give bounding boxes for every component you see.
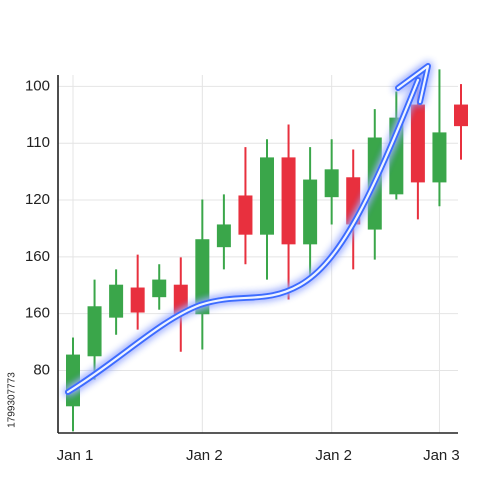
watermark-id: 1799307773 — [7, 372, 18, 428]
candle-body — [87, 306, 102, 357]
y-tick-label: 100 — [25, 77, 50, 94]
x-tick-label: Jan 2 — [315, 447, 352, 464]
y-tick-label: 80 — [33, 361, 50, 378]
candle-body — [109, 284, 124, 318]
x-tick-label: Jan 3 — [423, 447, 460, 464]
candle-body — [66, 354, 80, 407]
candle-body — [238, 195, 253, 235]
candle-body — [303, 179, 318, 245]
candle-body — [195, 239, 210, 315]
y-tick-label: 160 — [25, 305, 50, 322]
candle-body — [324, 169, 339, 198]
candle-body — [281, 157, 296, 245]
trend-arrow — [65, 63, 431, 395]
y-tick-label: 160 — [25, 248, 50, 265]
candle-body — [130, 287, 145, 313]
candle-body — [410, 104, 425, 183]
y-tick-label: 110 — [26, 134, 50, 151]
candle-body — [173, 284, 188, 315]
candle-body — [152, 279, 167, 298]
candle-body — [260, 157, 274, 235]
candle-body — [454, 104, 468, 127]
x-tick-label: Jan 1 — [57, 447, 94, 464]
candle-body — [216, 224, 231, 248]
x-tick-label: Jan 2 — [186, 447, 223, 464]
candles — [66, 69, 468, 432]
y-tick-label: 120 — [25, 191, 50, 208]
candle-body — [432, 132, 447, 183]
